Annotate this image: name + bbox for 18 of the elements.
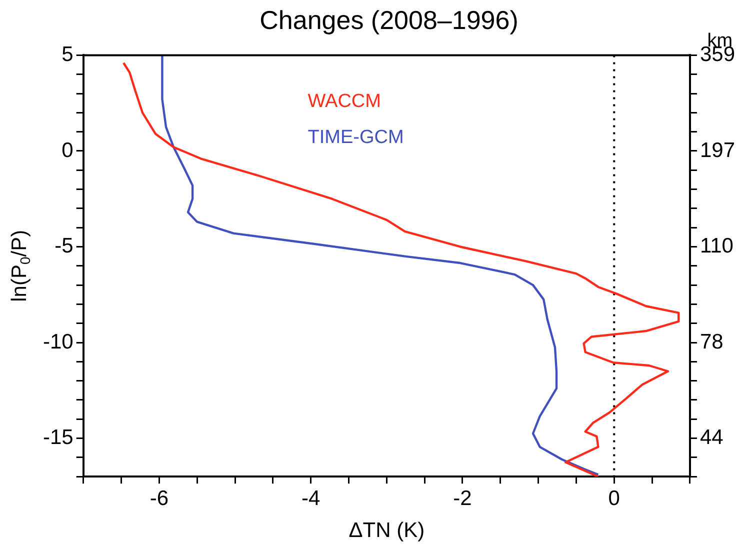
- category-label: 78: [700, 330, 724, 354]
- chart-title: Changes (2008–1996): [260, 4, 518, 35]
- y-tick-label: -5: [54, 234, 74, 258]
- y-tick-label: 5: [62, 42, 74, 66]
- category-label: 110: [700, 234, 734, 258]
- x-tick-label: 0: [608, 486, 620, 510]
- y-axis-title: ln(P0/P): [8, 230, 34, 302]
- category-label: 197: [700, 138, 736, 162]
- x-axis-title: ΔTN (K): [348, 519, 425, 542]
- y-tick-label: -10: [42, 330, 74, 354]
- category-label: 44: [700, 426, 724, 450]
- x-tick-label: -4: [301, 486, 320, 510]
- x-tick-label: -2: [453, 486, 472, 510]
- text: TIME-GCM: [308, 126, 404, 148]
- text: WACCM: [308, 90, 381, 112]
- y-tick-label: 0: [62, 138, 74, 162]
- y-tick-label: -15: [42, 426, 74, 450]
- x-tick-label: -6: [150, 486, 169, 510]
